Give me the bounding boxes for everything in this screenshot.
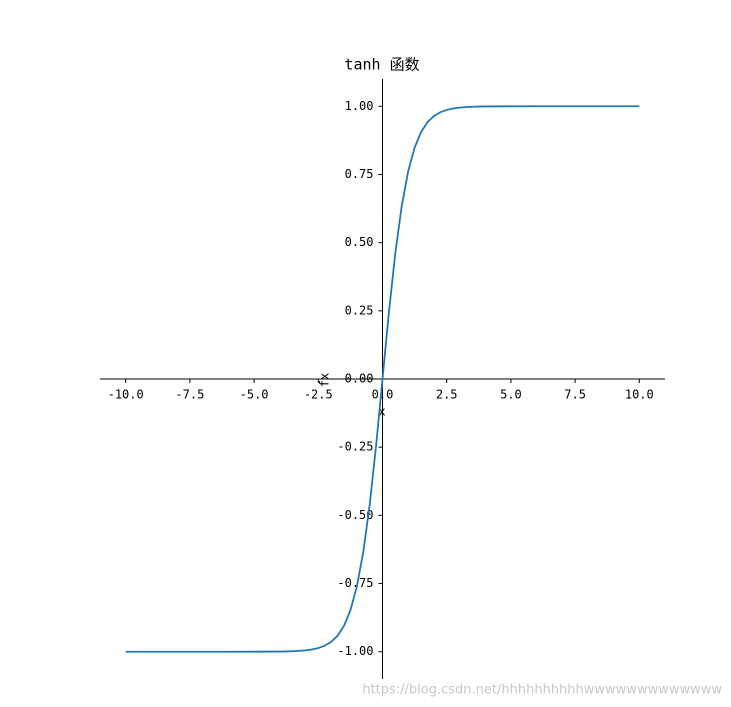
y-tick-label: 0.75 [345, 167, 374, 181]
y-tick-label: 0.00 [345, 372, 374, 386]
x-tick-label: 0.0 [372, 388, 394, 402]
y-tick-label: -0.50 [337, 508, 373, 522]
watermark: https://blog.csdn.net/hhhhhhhhhhwwwwwwww… [362, 683, 722, 698]
y-axis-label: fx [318, 373, 332, 387]
x-tick-label: -10.0 [108, 388, 144, 402]
line [125, 105, 640, 653]
x-tick-label: 5.0 [500, 388, 522, 402]
x-tick-label: 10.0 [625, 388, 654, 402]
x-tick-label: -5.0 [240, 388, 269, 402]
x-tick-label: 7.5 [564, 388, 586, 402]
y-tick-label: 0.50 [345, 235, 374, 249]
chart-title: tanh 函数 [344, 56, 419, 74]
y-tick-label: 0.25 [345, 303, 374, 317]
y-tick-label: -0.25 [337, 440, 373, 454]
x-tick-label: -2.5 [304, 388, 333, 402]
y-tick-label: 1.00 [345, 99, 374, 113]
y-tick-label: -1.00 [337, 644, 373, 658]
y-tick-label: -0.75 [337, 576, 373, 590]
x-tick-label: 2.5 [436, 388, 458, 402]
x-tick-label: -7.5 [175, 388, 204, 402]
